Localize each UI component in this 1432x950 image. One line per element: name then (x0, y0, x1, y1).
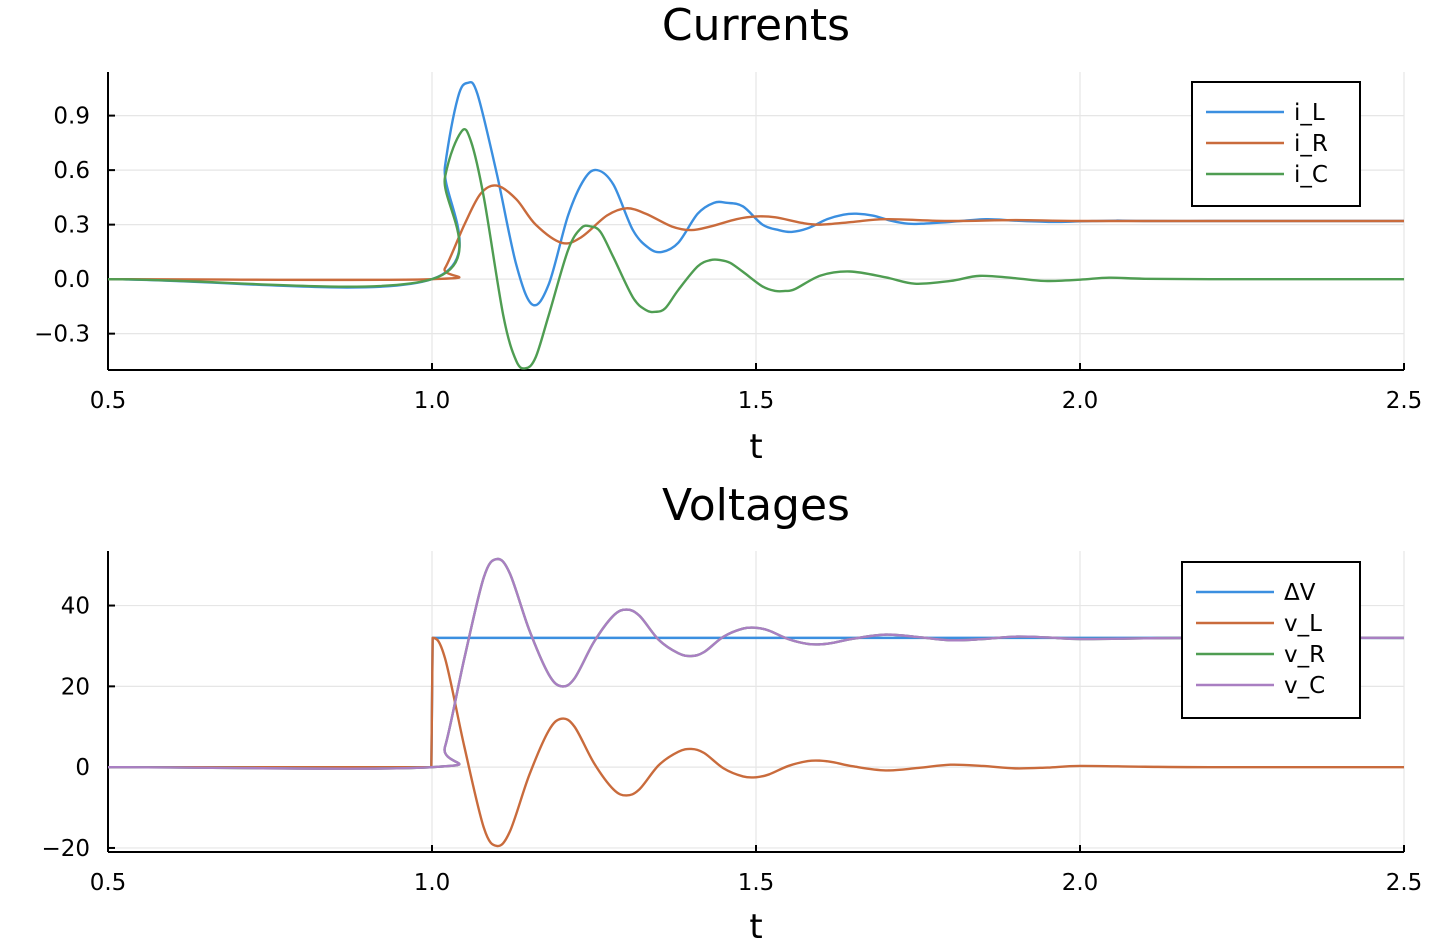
voltages-legend-label-v_R: v_R (1284, 642, 1325, 668)
voltages-xtick-label-2: 1.5 (738, 870, 775, 896)
voltages-xtick-label-3: 2.0 (1062, 870, 1099, 896)
currents-xtick-label-0: 0.5 (90, 388, 127, 414)
voltages-legend-label-ΔV: ΔV (1284, 580, 1316, 606)
currents-legend-label-i_C: i_C (1294, 162, 1328, 188)
currents-series-i_C (108, 128, 1404, 370)
currents-xlabel: t (749, 427, 762, 467)
currents-ytick-label-0: −0.3 (34, 322, 90, 348)
voltages-legend: ΔV v_L v_R v_C (1181, 561, 1361, 719)
voltages-xtick-label-0: 0.5 (90, 870, 127, 896)
currents-xtick-label-3: 2.0 (1062, 388, 1099, 414)
currents-ytick-label-4: 0.9 (53, 104, 90, 130)
voltages-ytick-label-3: 40 (61, 594, 90, 620)
voltages-ytick-label-2: 20 (61, 674, 90, 700)
currents-title: Currents (662, 0, 850, 51)
currents-legend-label-i_R: i_R (1294, 131, 1328, 157)
voltages-title: Voltages (662, 480, 850, 531)
currents-xtick-label-4: 2.5 (1386, 388, 1423, 414)
currents-ytick-label-1: 0.0 (53, 267, 90, 293)
voltages-series-v_L (108, 636, 1404, 848)
currents-legend: i_L i_R i_C (1191, 81, 1361, 207)
voltages-legend-box (1181, 561, 1361, 719)
voltages-ytick-label-0: −20 (41, 836, 90, 862)
currents-ytick-label-2: 0.3 (53, 213, 90, 239)
currents-series-i_R (108, 184, 1404, 282)
voltages-legend-label-v_L: v_L (1284, 611, 1322, 637)
voltages-ytick-label-1: 0 (75, 755, 90, 781)
currents-ytick-label-3: 0.6 (53, 158, 90, 184)
voltages-xtick-label-4: 2.5 (1386, 870, 1423, 896)
currents-chart: 0.5 1.0 1.5 2.0 2.5 −0.3 0.0 0.3 0.6 0.9 Currents t… (34, 0, 1422, 467)
currents-xtick-label-1: 1.0 (414, 388, 451, 414)
voltages-chart: 0.5 1.0 1.5 2.0 2.5 −20 0 20 40 Voltages t ΔV v_L v_R… (41, 480, 1422, 947)
voltages-legend-label-v_C: v_C (1284, 673, 1325, 699)
currents-legend-label-i_L: i_L (1294, 100, 1325, 126)
voltages-xtick-label-1: 1.0 (414, 870, 451, 896)
voltages-series-v_C (108, 557, 1404, 770)
currents-xtick-label-2: 1.5 (738, 388, 775, 414)
voltages-xlabel: t (749, 907, 762, 947)
